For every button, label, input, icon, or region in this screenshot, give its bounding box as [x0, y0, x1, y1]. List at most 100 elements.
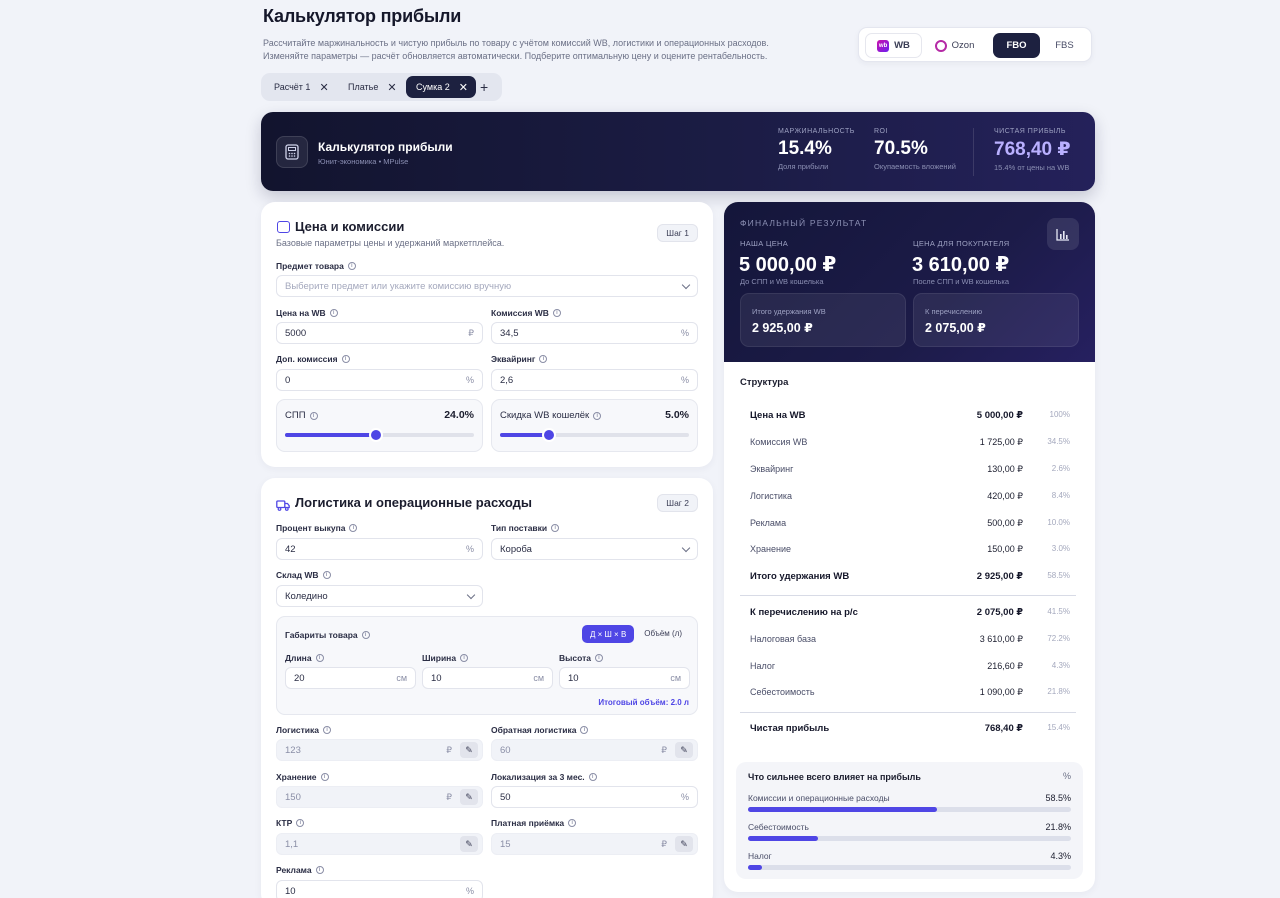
return-logistics-input[interactable]: 60 ₽ ✎: [491, 739, 698, 761]
page-description: Рассчитайте маржинальность и чистую приб…: [263, 37, 823, 63]
impact-name: Комиссии и операционные расходы: [748, 793, 890, 803]
commission-input[interactable]: 34,5%: [491, 322, 698, 344]
label-text: Платная приёмка: [491, 818, 565, 828]
price-input[interactable]: 5000 ₽: [276, 322, 483, 344]
tab-calc-1[interactable]: Расчёт 1 ✕: [264, 76, 337, 98]
select-value: Коледино: [285, 590, 328, 602]
withheld-value: 2 925,00 ₽: [752, 321, 813, 335]
input-value: 15: [500, 838, 511, 850]
impact-track: [748, 836, 1071, 841]
warehouse-label: Склад WB i: [276, 570, 331, 580]
marketplace-ozon-label: Ozon: [951, 40, 975, 51]
info-icon[interactable]: i: [595, 654, 603, 662]
structure-row: Итого удержания WB 2 925,00 ₽ 58.5%: [750, 571, 1070, 587]
localization-input[interactable]: 50%: [491, 786, 698, 808]
wallet-slider-box: Скидка WB кошелёк i 5.0%: [491, 399, 698, 452]
extra-commission-input[interactable]: 0%: [276, 369, 483, 391]
tab-bag-2[interactable]: Сумка 2 ✕: [406, 76, 476, 98]
dims-mode-volume[interactable]: Объём (л): [644, 629, 682, 638]
info-icon[interactable]: i: [309, 411, 318, 420]
edit-pencil-icon[interactable]: ✎: [460, 742, 478, 758]
structure-title: Структура: [740, 377, 789, 388]
close-icon[interactable]: ✕: [387, 81, 397, 94]
label-text: Склад WB: [276, 570, 319, 580]
dims-mode-lwh[interactable]: Д × Ш × В: [581, 625, 635, 643]
input-value: 10: [285, 885, 296, 897]
input-value: 42: [285, 543, 296, 555]
row-value: 768,40 ₽: [984, 723, 1023, 734]
buyout-input[interactable]: 42%: [276, 538, 483, 560]
structure-row: Комиссия WB 1 725,00 ₽ 34.5%: [750, 437, 1070, 453]
info-icon[interactable]: i: [296, 819, 305, 827]
edit-pencil-icon[interactable]: ✎: [675, 742, 693, 758]
supply-type-select[interactable]: Короба: [491, 538, 698, 560]
info-icon[interactable]: i: [552, 309, 561, 317]
width-label: Ширина i: [422, 653, 469, 663]
spp-slider[interactable]: [285, 430, 474, 440]
price-commission-card: Цена и комиссии Базовые параметры цены и…: [261, 202, 713, 467]
edit-pencil-icon[interactable]: ✎: [460, 789, 478, 805]
wallet-slider[interactable]: [500, 430, 689, 440]
info-icon[interactable]: i: [349, 524, 358, 532]
add-tab-button[interactable]: +: [480, 79, 489, 95]
page-description-line: Рассчитайте маржинальность и чистую приб…: [263, 38, 769, 48]
info-icon[interactable]: i: [320, 773, 329, 781]
info-icon[interactable]: i: [593, 411, 602, 420]
info-icon[interactable]: i: [580, 726, 589, 734]
info-icon[interactable]: i: [315, 866, 324, 874]
info-icon[interactable]: i: [322, 571, 331, 579]
info-icon[interactable]: i: [315, 654, 324, 662]
wb-logo-icon: wb: [877, 39, 890, 52]
warehouse-select[interactable]: Коледино: [276, 585, 483, 607]
input-value: 0: [285, 374, 291, 386]
info-icon[interactable]: i: [539, 355, 548, 363]
label-text: Длина: [285, 653, 312, 663]
row-value: 5 000,00 ₽: [976, 410, 1023, 421]
info-icon[interactable]: i: [568, 819, 577, 827]
length-input[interactable]: 20 см: [285, 667, 416, 689]
transfer-label: К перечислению: [925, 307, 983, 316]
info-icon[interactable]: i: [361, 631, 370, 639]
ads-label: Реклама i: [276, 865, 324, 875]
subject-select[interactable]: Выберите предмет или укажите комиссию вр…: [276, 275, 698, 297]
edit-pencil-icon[interactable]: ✎: [675, 836, 693, 852]
ktr-input[interactable]: 1,1 ✎: [276, 833, 483, 855]
info-icon[interactable]: i: [329, 309, 338, 317]
ads-input[interactable]: 10%: [276, 880, 483, 898]
slider-fill: [500, 433, 550, 437]
scheme-fbs-button[interactable]: FBS: [1055, 40, 1074, 51]
impact-title: Что сильнее всего влияет на прибыль: [748, 772, 921, 782]
slider-handle[interactable]: [544, 430, 555, 440]
logistics-input[interactable]: 123 ₽ ✎: [276, 739, 483, 761]
info-icon[interactable]: i: [341, 355, 350, 363]
storage-input[interactable]: 150 ₽ ✎: [276, 786, 483, 808]
scheme-fbo-button[interactable]: FBO: [993, 33, 1040, 58]
edit-pencil-icon[interactable]: ✎: [460, 836, 478, 852]
paid-acceptance-input[interactable]: 15 ₽ ✎: [491, 833, 698, 855]
info-icon[interactable]: i: [460, 654, 469, 662]
marketplace-ozon-button[interactable]: Ozon: [925, 33, 984, 58]
unit: %: [465, 544, 474, 554]
close-icon[interactable]: ✕: [458, 81, 468, 94]
info-icon[interactable]: i: [588, 773, 597, 781]
input-value: 20: [294, 672, 305, 684]
bar-chart-icon[interactable]: [1047, 218, 1079, 250]
info-icon[interactable]: i: [323, 726, 332, 734]
step-badge: Шаг 2: [657, 494, 698, 512]
structure-row: Цена на WB 5 000,00 ₽ 100%: [750, 410, 1070, 426]
info-icon[interactable]: i: [347, 262, 356, 270]
marketplace-wb-button[interactable]: wb WB: [865, 33, 922, 58]
height-input[interactable]: 10 см: [559, 667, 690, 689]
info-icon[interactable]: i: [551, 524, 560, 532]
acquiring-input[interactable]: 2,6%: [491, 369, 698, 391]
close-icon[interactable]: ✕: [319, 81, 329, 94]
tab-dress[interactable]: Платье ✕: [338, 76, 405, 98]
impact-value: 58.5%: [1045, 793, 1071, 803]
length-label: Длина i: [285, 653, 324, 663]
width-input[interactable]: 10 см: [422, 667, 553, 689]
slider-handle[interactable]: [370, 430, 381, 440]
kpi-label: ЧИСТАЯ ПРИБЫЛЬ: [994, 128, 1066, 135]
calculator-icon: [276, 136, 308, 168]
kpi-subtitle: 15.4% от цены на WB: [994, 163, 1070, 172]
unit: см: [396, 673, 407, 683]
